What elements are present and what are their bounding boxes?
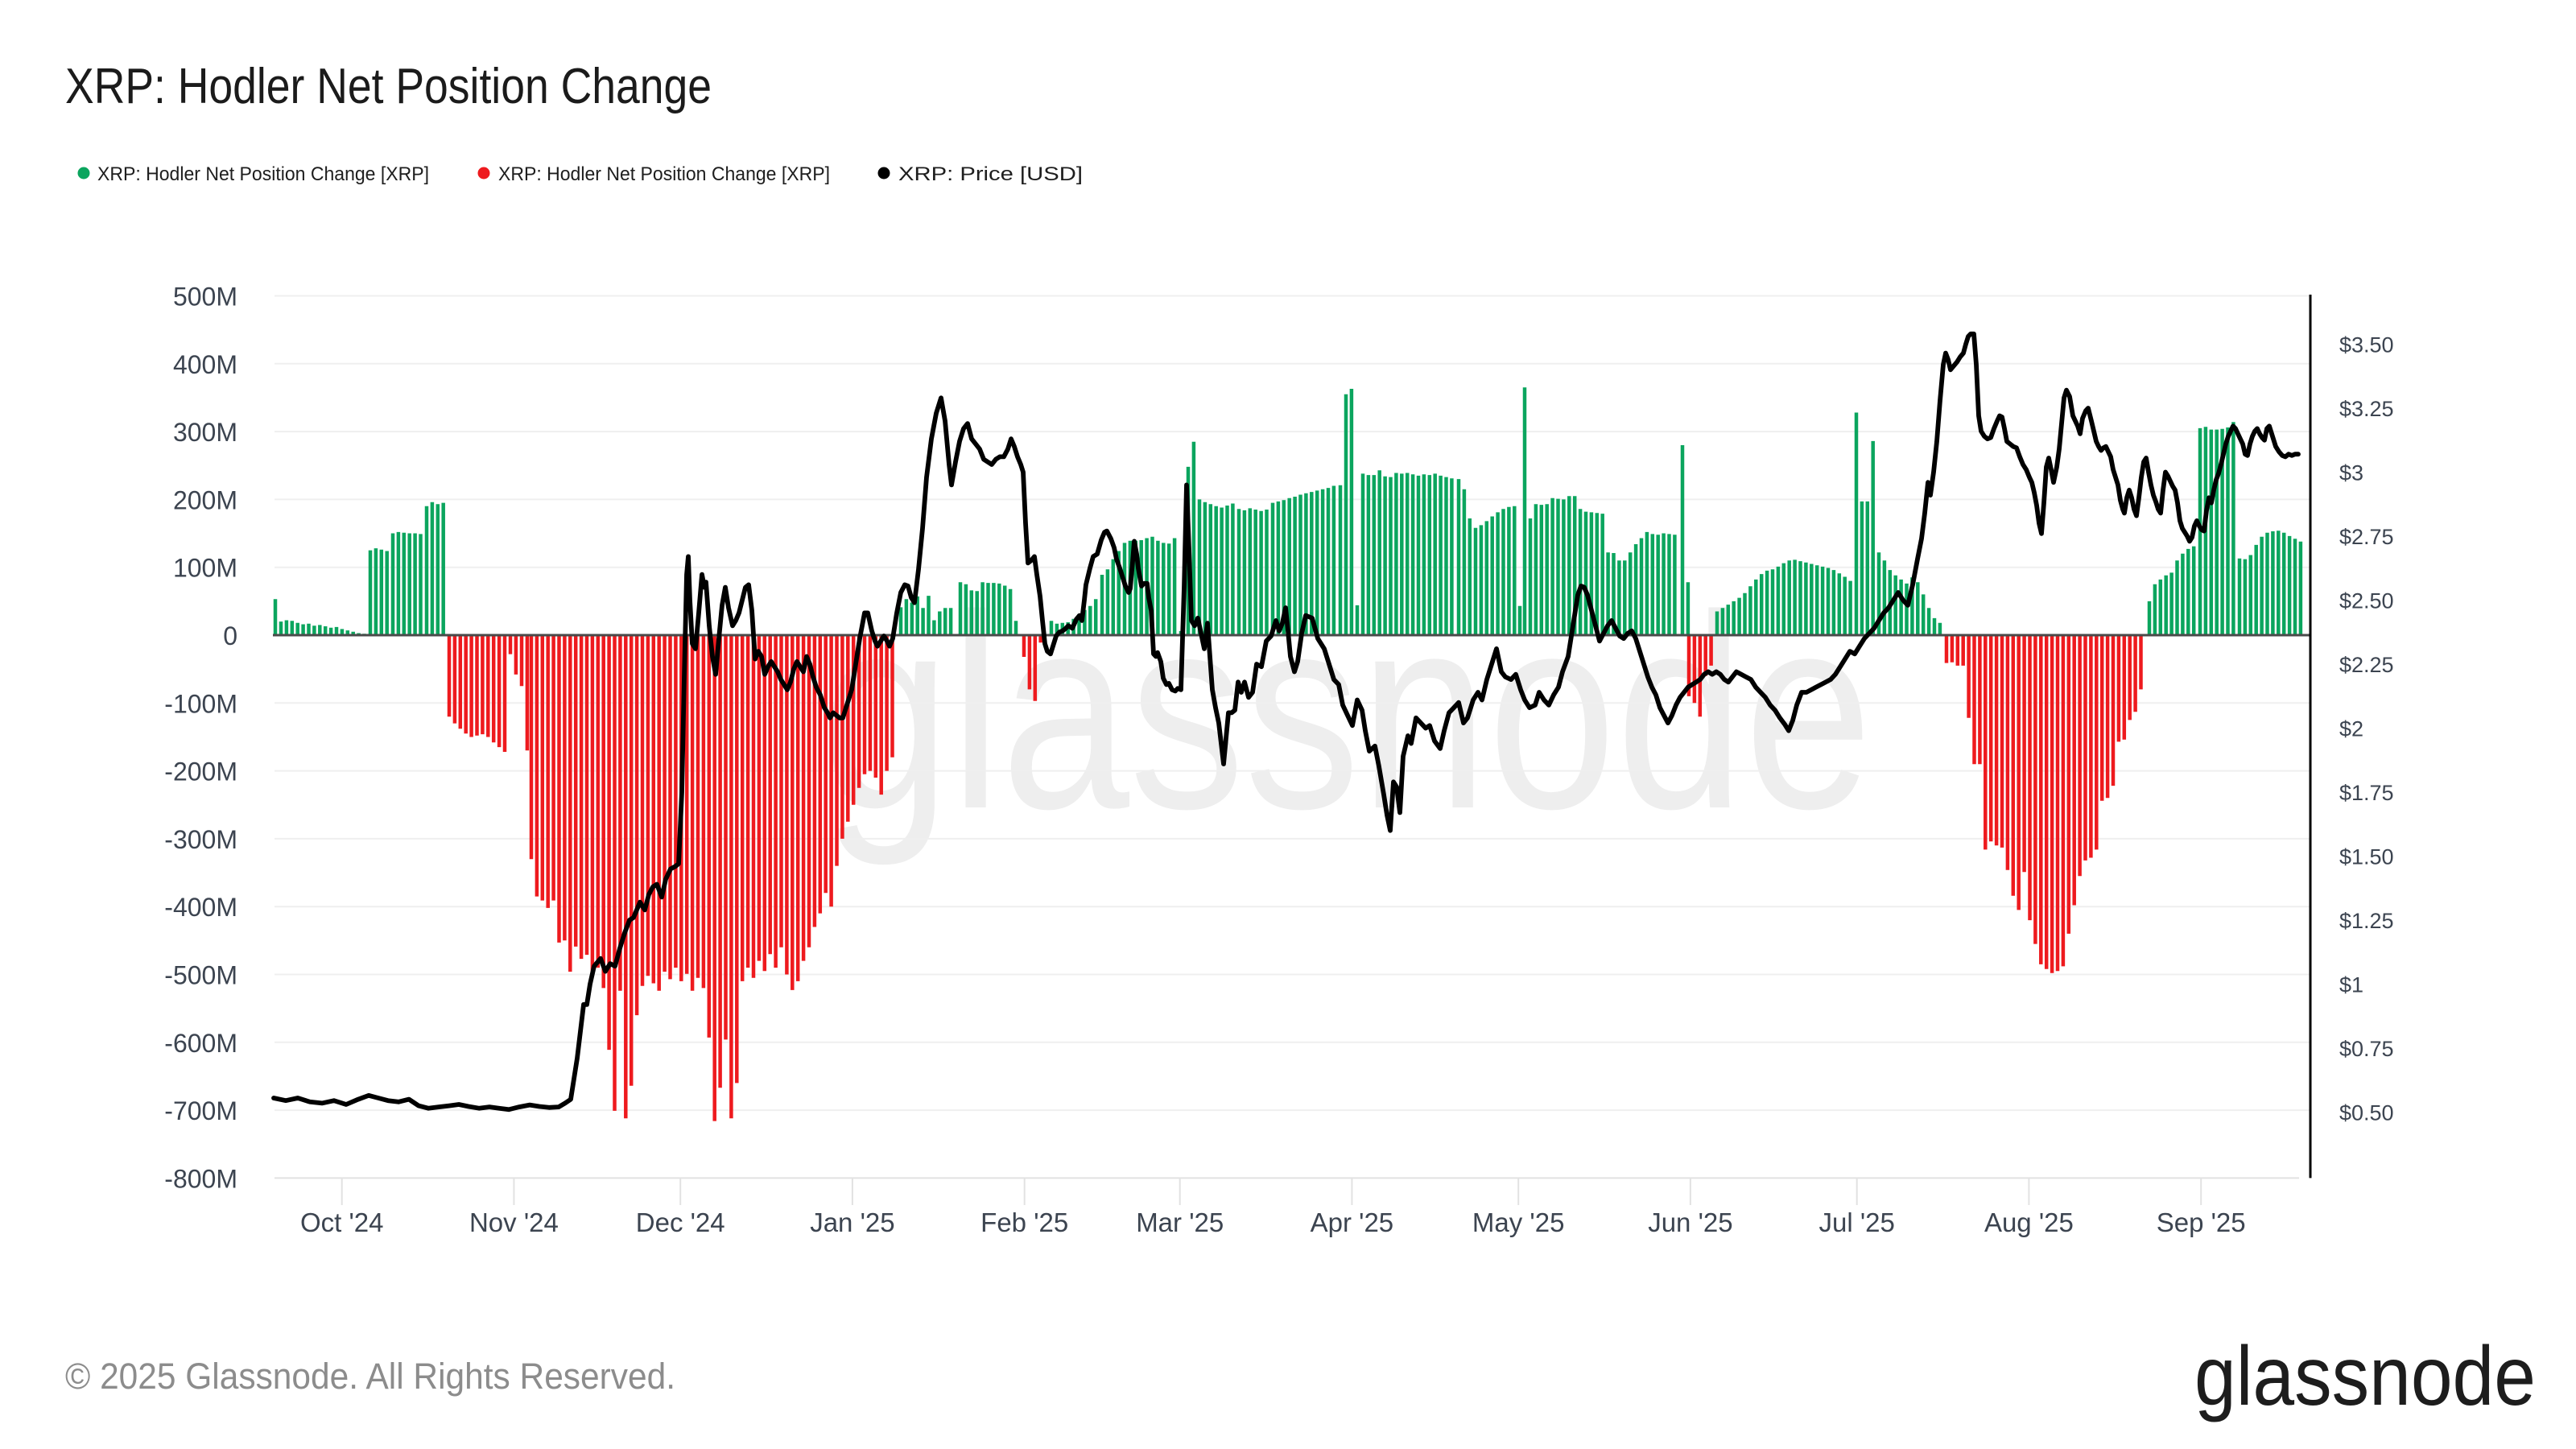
svg-text:XRP: Hodler Net Position Chang: XRP: Hodler Net Position Change: [65, 59, 712, 114]
svg-text:glassnode: glassnode: [2194, 1330, 2536, 1423]
svg-text:XRP: Price [USD]: XRP: Price [USD]: [898, 163, 1083, 185]
svg-text:XRP: Hodler Net Position Chang: XRP: Hodler Net Position Change [XRP]: [97, 163, 429, 185]
svg-text:Oct '24: Oct '24: [300, 1208, 384, 1237]
svg-text:Jun '25: Jun '25: [1648, 1208, 1732, 1237]
svg-text:Jan '25: Jan '25: [810, 1208, 894, 1237]
svg-text:400M: 400M: [173, 350, 237, 379]
svg-text:300M: 300M: [173, 418, 237, 447]
svg-text:-400M: -400M: [164, 893, 237, 922]
svg-text:$0.75: $0.75: [2339, 1037, 2394, 1061]
svg-text:$1: $1: [2339, 973, 2363, 997]
svg-text:Feb '25: Feb '25: [980, 1208, 1068, 1237]
svg-text:$1.50: $1.50: [2339, 845, 2394, 869]
svg-text:-100M: -100M: [164, 689, 237, 718]
svg-text:$0.50: $0.50: [2339, 1101, 2394, 1125]
svg-text:$3: $3: [2339, 461, 2363, 485]
svg-text:-600M: -600M: [164, 1029, 237, 1058]
svg-text:$2: $2: [2339, 717, 2363, 741]
svg-text:$1.75: $1.75: [2339, 781, 2394, 805]
svg-text:$2.25: $2.25: [2339, 653, 2394, 677]
svg-text:Jul '25: Jul '25: [1819, 1208, 1895, 1237]
svg-text:Nov '24: Nov '24: [469, 1208, 559, 1237]
svg-text:Apr '25: Apr '25: [1311, 1208, 1394, 1237]
svg-text:Dec '24: Dec '24: [636, 1208, 725, 1237]
svg-text:Aug '25: Aug '25: [1984, 1208, 2074, 1237]
svg-text:-800M: -800M: [164, 1164, 237, 1193]
svg-text:-700M: -700M: [164, 1096, 237, 1125]
svg-text:-300M: -300M: [164, 825, 237, 854]
svg-text:$1.25: $1.25: [2339, 909, 2394, 933]
svg-text:-200M: -200M: [164, 758, 237, 786]
svg-text:Mar '25: Mar '25: [1136, 1208, 1224, 1237]
svg-text:0: 0: [223, 621, 237, 650]
svg-text:-500M: -500M: [164, 961, 237, 990]
svg-text:$2.75: $2.75: [2339, 525, 2394, 549]
svg-text:100M: 100M: [173, 554, 237, 583]
svg-text:200M: 200M: [173, 485, 237, 514]
svg-text:XRP: Hodler Net Position Chang: XRP: Hodler Net Position Change [XRP]: [498, 163, 830, 185]
svg-text:May '25: May '25: [1472, 1208, 1565, 1237]
svg-text:Sep '25: Sep '25: [2157, 1208, 2246, 1237]
svg-text:$2.50: $2.50: [2339, 589, 2394, 613]
svg-text:$3.50: $3.50: [2339, 333, 2394, 357]
svg-text:$3.25: $3.25: [2339, 397, 2394, 421]
svg-text:© 2025 Glassnode. All Rights R: © 2025 Glassnode. All Rights Reserved.: [65, 1356, 675, 1397]
svg-text:500M: 500M: [173, 283, 237, 312]
